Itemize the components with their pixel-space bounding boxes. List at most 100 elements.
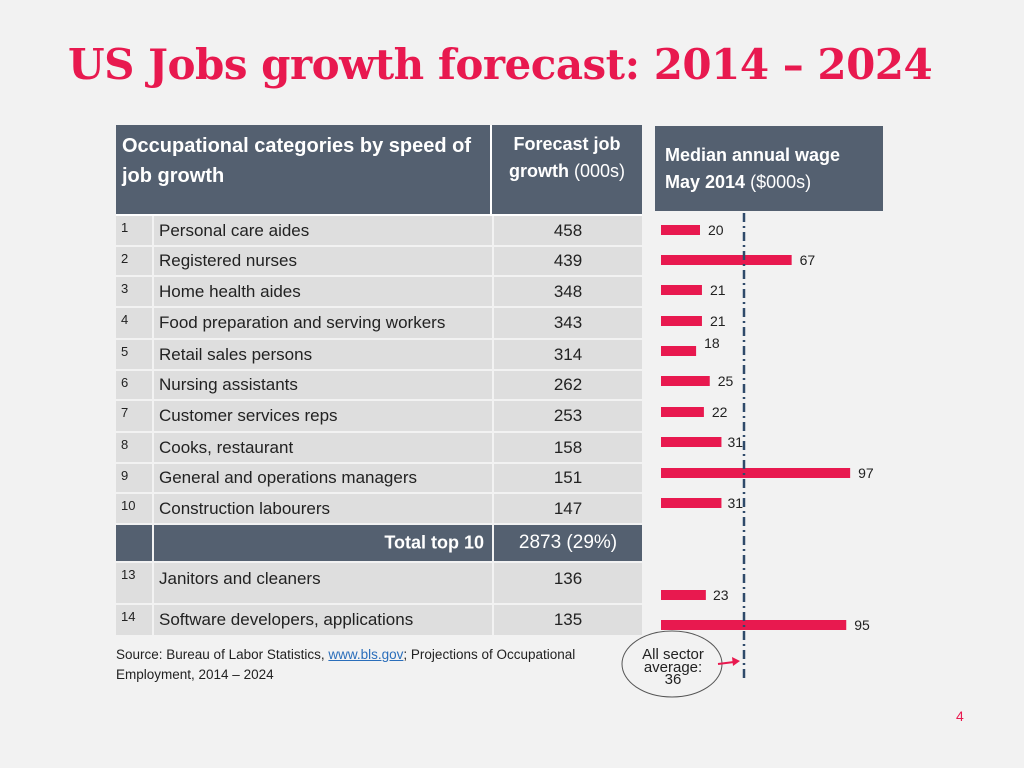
- total-label: Total top 10: [154, 525, 488, 561]
- row-rank: 13: [116, 563, 154, 603]
- row-forecast-text: 158: [553, 437, 583, 457]
- row-forecast: 458: [492, 216, 642, 245]
- wage-bar: [661, 407, 704, 417]
- row-occupation-text: Cooks, restaurant: [159, 437, 294, 457]
- row-forecast: 147: [492, 494, 642, 523]
- row-occupation: Nursing assistants: [159, 371, 489, 399]
- source-link[interactable]: www.bls.gov: [328, 647, 404, 662]
- table-row: 13 Janitors and cleaners 136: [116, 563, 642, 605]
- row-forecast-text: 253: [553, 406, 583, 425]
- table-row: 8 Cooks, restaurant 158: [116, 433, 642, 464]
- row-forecast: 151: [492, 464, 642, 492]
- table-row: 4 Food preparation and serving workers 343: [116, 308, 642, 340]
- row-forecast: 136: [492, 563, 642, 603]
- wage-value-label: 97: [858, 465, 874, 481]
- wage-value-label: 31: [727, 495, 743, 511]
- row-forecast-text: 458: [553, 220, 583, 240]
- row-forecast: 348: [492, 277, 642, 306]
- row-occupation: Home health aides: [159, 277, 489, 306]
- row-forecast: 253: [492, 401, 642, 431]
- row-forecast-text: 348: [553, 281, 583, 301]
- row-occupation: Food preparation and serving workers: [159, 308, 489, 338]
- wage-bar: [661, 437, 722, 447]
- average-arrow-head: [732, 657, 740, 666]
- wage-bar: [661, 346, 697, 356]
- row-rank: 5: [116, 340, 154, 369]
- wage-value-label: 95: [854, 617, 870, 633]
- average-label-line1: All sector: [642, 646, 704, 663]
- table-row: 5 Retail sales persons 314: [116, 340, 642, 371]
- row-forecast: 439: [492, 247, 642, 275]
- row-occupation: Registered nurses: [159, 247, 489, 275]
- source-prefix: Source: Bureau of Labor Statistics,: [116, 647, 325, 662]
- total-label-text: Total top 10: [384, 532, 484, 553]
- total-value: 2873 (29%): [492, 525, 642, 561]
- wage-bar: [661, 316, 702, 326]
- table-row: 7 Customer services reps 253: [116, 401, 642, 433]
- row-occupation: Construction labourers: [159, 494, 489, 523]
- row-forecast-text: 343: [553, 313, 583, 332]
- table-row: 2 Registered nurses 439: [116, 247, 642, 277]
- page-number: 4: [956, 708, 964, 724]
- row-occupation: Software developers, applications: [159, 605, 489, 635]
- row-occupation-text: Customer services reps: [159, 406, 338, 425]
- row-forecast-text: 147: [553, 498, 583, 518]
- row-occupation-text: Software developers, applications: [159, 610, 414, 629]
- row-occupation-text: Nursing assistants: [159, 375, 298, 394]
- table-header: Occupational categories by speed of job …: [116, 125, 642, 217]
- row-forecast-text: 135: [553, 610, 583, 629]
- row-rank: 14: [116, 605, 154, 635]
- row-forecast-text: 314: [553, 344, 583, 364]
- row-occupation: Janitors and cleaners: [159, 563, 489, 603]
- row-occupation-text: Construction labourers: [159, 498, 331, 518]
- row-rank: 1: [116, 216, 154, 245]
- wage-value-label: 18: [704, 335, 720, 351]
- row-forecast-text: 262: [553, 375, 583, 394]
- table-row: 6 Nursing assistants 262: [116, 371, 642, 401]
- row-occupation-text: Home health aides: [159, 281, 301, 301]
- total-row: Total top 10 2873 (29%): [116, 525, 642, 563]
- row-rank: 2: [116, 247, 154, 275]
- row-forecast: 343: [492, 308, 642, 338]
- row-forecast-text: 136: [553, 569, 583, 588]
- wage-header: Median annual wage May 2014 ($000s): [655, 126, 883, 211]
- wage-value-label: 31: [727, 434, 743, 450]
- wage-header-unit: ($000s): [750, 172, 812, 192]
- row-occupation: Customer services reps: [159, 401, 489, 431]
- row-rank: 7: [116, 401, 154, 431]
- row-rank: 8: [116, 433, 154, 462]
- row-occupation: Personal care aides: [159, 216, 489, 245]
- table-row: 3 Home health aides 348: [116, 277, 642, 308]
- header-forecast-label: Forecast job growth: [508, 134, 621, 181]
- row-rank: 10: [116, 494, 154, 523]
- row-occupation-text: Registered nurses: [159, 251, 297, 270]
- row-forecast-text: 151: [553, 468, 583, 487]
- row-forecast-text: 439: [553, 251, 583, 270]
- row-forecast: 262: [492, 371, 642, 399]
- row-occupation: Cooks, restaurant: [159, 433, 489, 462]
- wage-bar: [661, 255, 792, 265]
- wage-value-label: 21: [710, 313, 726, 329]
- source-suffix: ; Projections of Occupational Employment…: [116, 647, 576, 682]
- table-row: 14 Software developers, applications 135: [116, 605, 642, 637]
- wage-value-label: 22: [712, 404, 728, 420]
- average-arrow-shaft: [717, 661, 735, 665]
- wage-value-label: 67: [800, 252, 816, 268]
- wage-value-label: 23: [713, 587, 729, 603]
- wage-bar: [661, 285, 702, 295]
- average-value-label: 36: [665, 671, 682, 688]
- row-occupation-text: Personal care aides: [159, 220, 310, 240]
- average-label-line2: average:: [644, 659, 702, 676]
- row-forecast: 158: [492, 433, 642, 462]
- header-forecast: Forecast job growth (000s): [492, 125, 642, 214]
- slide-title: US Jobs growth forecast: 2014 – 2024: [68, 40, 933, 89]
- row-occupation-text: Janitors and cleaners: [159, 569, 321, 588]
- header-occupation: Occupational categories by speed of job …: [116, 125, 492, 214]
- row-occupation-text: General and operations managers: [159, 468, 417, 487]
- table-row: 1 Personal care aides 458: [116, 216, 642, 247]
- row-rank: 9: [116, 464, 154, 492]
- source-note: Source: Bureau of Labor Statistics, www.…: [116, 645, 616, 685]
- wage-bar: [661, 590, 706, 600]
- row-occupation-text: Retail sales persons: [159, 344, 313, 364]
